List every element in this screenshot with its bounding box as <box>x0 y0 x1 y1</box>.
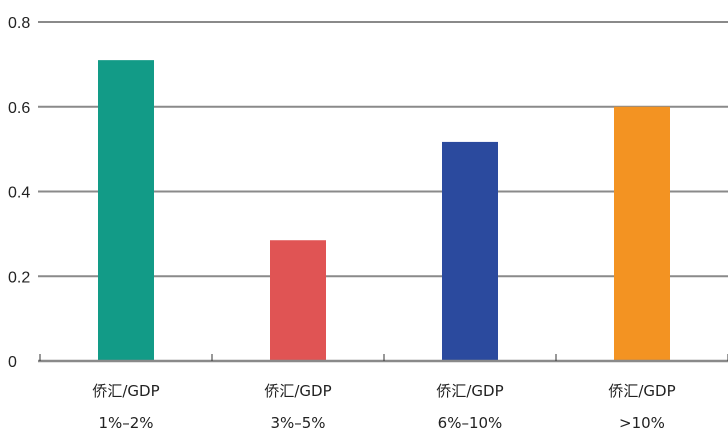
x-tick-label-line1: 侨汇/GDP <box>608 382 675 400</box>
y-tick-label: 0.8 <box>8 15 30 32</box>
y-tick-label: 0 <box>8 354 17 371</box>
x-tick-labels: 侨汇/GDP 1%–2% 侨汇/GDP 3%–5% 侨汇/GDP 6%–10% 侨汇/GDP… <box>92 382 675 432</box>
bar <box>442 141 498 361</box>
x-axis <box>38 354 728 363</box>
x-tick-label-line1: 侨汇/GDP <box>264 382 331 400</box>
bar <box>98 60 154 361</box>
x-tick-label-line2: >10% <box>619 414 665 432</box>
bar <box>614 106 670 361</box>
x-tick-label-line2: 6%–10% <box>438 414 503 432</box>
y-tick-label: 0.6 <box>8 100 30 117</box>
x-tick-label-line1: 侨汇/GDP <box>436 382 503 400</box>
x-tick-label-line1: 侨汇/GDP <box>92 382 159 400</box>
x-tick-label-line2: 1%–2% <box>98 414 153 432</box>
x-tick-label-line2: 3%–5% <box>270 414 325 432</box>
y-tick-labels: 0 0.2 0.4 0.6 0.8 <box>8 15 30 371</box>
y-tick-label: 0.2 <box>8 269 30 286</box>
y-tick-label: 0.4 <box>8 185 30 202</box>
bars <box>98 60 670 361</box>
bar <box>270 240 326 361</box>
